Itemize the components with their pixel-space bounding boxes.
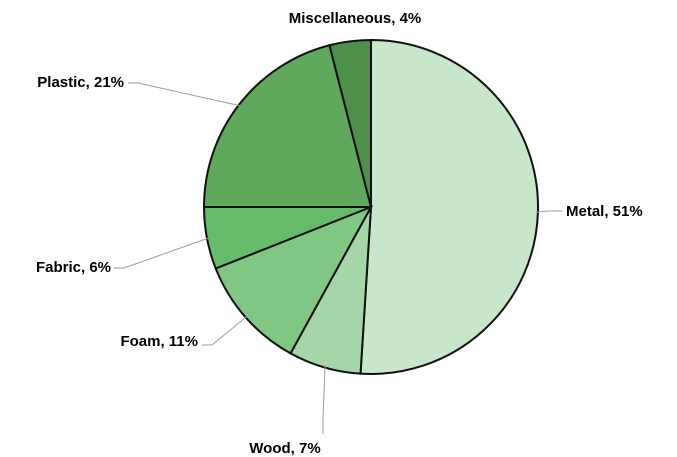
- slice-labels: Metal, 51% Wood, 7% Foam, 11% Fabric, 6%…: [36, 10, 643, 457]
- slice-label-metal: Metal, 51%: [566, 203, 643, 220]
- leader-line-foam: [202, 315, 248, 346]
- slice-label-miscellaneous: Miscellaneous, 4%: [289, 10, 422, 27]
- pie-slices: [202, 38, 539, 375]
- leader-line-fabric: [114, 237, 210, 269]
- leader-line-wood: [322, 365, 326, 434]
- pie-slice-plastic: [202, 44, 373, 208]
- leader-line-plastic: [128, 82, 241, 107]
- label-leader-lines: [114, 82, 562, 434]
- slice-label-fabric: Fabric, 6%: [36, 259, 111, 276]
- slice-label-wood: Wood, 7%: [249, 440, 320, 457]
- leader-line-metal: [535, 210, 562, 213]
- slice-label-foam: Foam, 11%: [120, 333, 198, 350]
- pie-slice-miscellaneous: [328, 38, 372, 208]
- slice-label-plastic: Plastic, 21%: [37, 74, 124, 91]
- pie-slice-metal: [359, 38, 539, 375]
